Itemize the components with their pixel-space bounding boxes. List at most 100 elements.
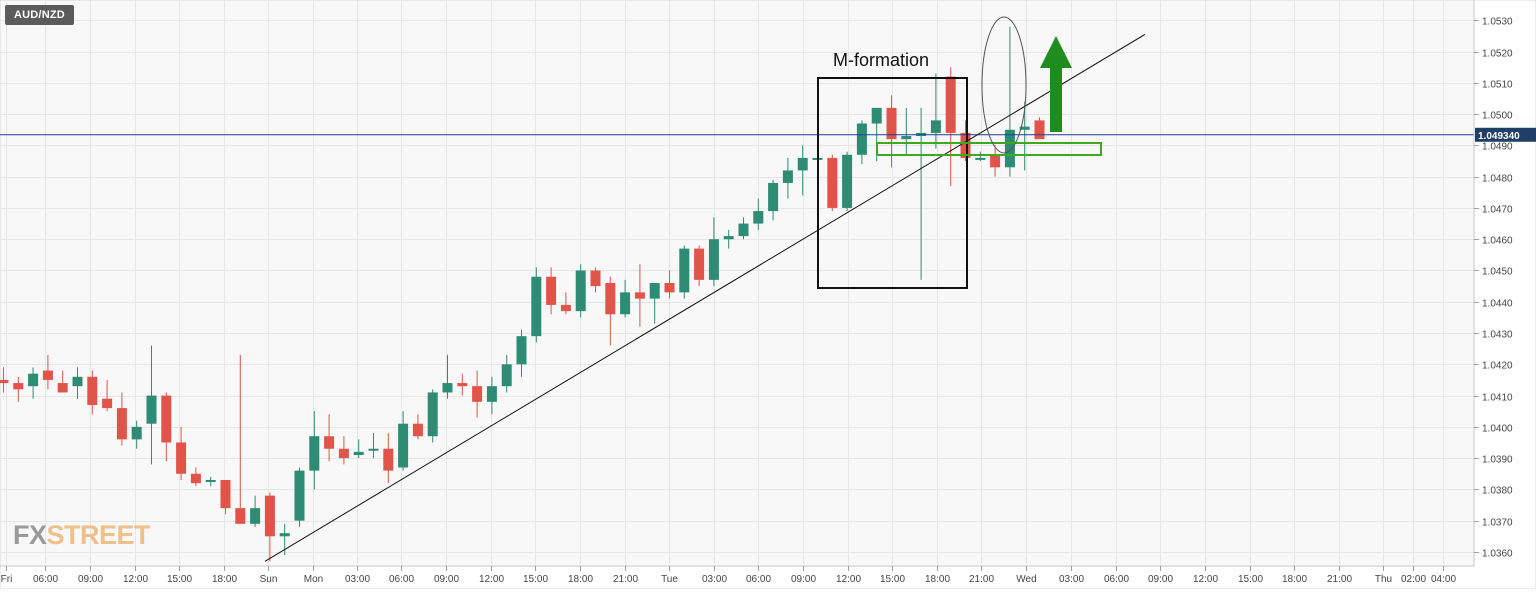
m-formation-label: M-formation xyxy=(833,50,929,70)
candle[interactable] xyxy=(753,198,764,230)
y-tick-label: 1.0470 xyxy=(1482,205,1513,216)
candle-body xyxy=(486,386,497,402)
candle-body xyxy=(250,508,261,524)
candle-body xyxy=(72,376,83,387)
candle[interactable] xyxy=(501,354,512,393)
candle[interactable] xyxy=(1004,26,1015,177)
candle[interactable] xyxy=(930,73,941,149)
candle[interactable] xyxy=(235,354,246,524)
candle[interactable] xyxy=(708,217,719,287)
candle[interactable] xyxy=(634,264,645,327)
candle-body xyxy=(398,423,409,468)
current-price-label: 1.049340 xyxy=(1478,131,1520,142)
candle-body xyxy=(738,223,749,237)
y-tick-label: 1.0380 xyxy=(1482,486,1513,497)
candle[interactable] xyxy=(590,267,601,293)
y-tick-label: 1.0510 xyxy=(1482,80,1513,91)
candle-body xyxy=(324,436,335,449)
candle-body xyxy=(131,426,142,440)
candle[interactable] xyxy=(768,179,779,221)
candle[interactable] xyxy=(442,354,453,399)
candle[interactable] xyxy=(694,245,705,287)
candle[interactable] xyxy=(309,411,320,490)
candle[interactable] xyxy=(975,151,986,162)
candle[interactable] xyxy=(620,279,631,318)
candle[interactable] xyxy=(57,370,68,393)
candle[interactable] xyxy=(575,264,586,318)
candle[interactable] xyxy=(176,426,187,481)
candle-body xyxy=(279,533,290,537)
candle[interactable] xyxy=(901,107,912,155)
candle[interactable] xyxy=(190,467,201,487)
x-tick-label: 09:00 xyxy=(791,574,816,585)
candle[interactable] xyxy=(472,370,483,418)
candle[interactable] xyxy=(1034,117,1045,140)
candle[interactable] xyxy=(294,467,305,527)
trendline[interactable] xyxy=(264,33,1146,562)
candle[interactable] xyxy=(782,157,793,199)
candle-body xyxy=(901,136,912,140)
candle[interactable] xyxy=(13,376,24,402)
candle[interactable] xyxy=(560,292,571,315)
m-formation-box[interactable] xyxy=(817,77,968,289)
candle[interactable] xyxy=(1019,101,1030,171)
candle[interactable] xyxy=(605,276,616,346)
candle[interactable] xyxy=(427,389,438,443)
candle[interactable] xyxy=(205,476,216,487)
candle[interactable] xyxy=(131,420,142,449)
x-tick-label: 09:00 xyxy=(434,574,459,585)
candle[interactable] xyxy=(161,392,172,462)
candle[interactable] xyxy=(945,67,956,187)
candle[interactable] xyxy=(679,245,690,299)
candle[interactable] xyxy=(353,439,364,459)
candle[interactable] xyxy=(146,345,157,465)
candle[interactable] xyxy=(42,354,53,390)
wick-highlight-ellipse[interactable] xyxy=(981,16,1027,154)
candle-body xyxy=(516,336,527,365)
support-zone-box[interactable] xyxy=(876,142,1102,156)
candle[interactable] xyxy=(72,367,83,399)
candle-body xyxy=(176,442,187,474)
candle[interactable] xyxy=(827,154,838,212)
candle[interactable] xyxy=(531,267,542,343)
candle-body xyxy=(146,395,157,424)
candle[interactable] xyxy=(842,151,853,212)
candle[interactable] xyxy=(250,495,261,527)
symbol-badge[interactable]: AUD/NZD xyxy=(5,5,74,25)
candle[interactable] xyxy=(457,373,468,396)
x-tick-label: 12:00 xyxy=(1193,574,1218,585)
candle[interactable] xyxy=(738,217,749,240)
candle[interactable] xyxy=(338,436,349,465)
x-tick-label: 12:00 xyxy=(123,574,148,585)
candle[interactable] xyxy=(398,411,409,471)
candle[interactable] xyxy=(664,270,675,299)
candle[interactable] xyxy=(116,392,127,446)
candle[interactable] xyxy=(383,433,394,484)
x-tick-label: 03:00 xyxy=(1059,574,1084,585)
y-tick-label: 1.0480 xyxy=(1482,174,1513,185)
candle[interactable] xyxy=(102,379,113,412)
candle[interactable] xyxy=(990,145,1001,177)
candle[interactable] xyxy=(220,480,231,515)
y-tick-label: 1.0490 xyxy=(1482,142,1513,153)
candle[interactable] xyxy=(324,414,335,462)
candle-body xyxy=(57,383,68,393)
candle[interactable] xyxy=(0,367,9,393)
candle[interactable] xyxy=(412,414,423,440)
y-tick-label: 1.0420 xyxy=(1482,361,1513,372)
candle[interactable] xyxy=(264,492,275,562)
candle[interactable] xyxy=(723,229,734,249)
candle[interactable] xyxy=(87,370,98,415)
x-tick-label: 18:00 xyxy=(1282,574,1307,585)
candle[interactable] xyxy=(797,145,808,196)
candle[interactable] xyxy=(546,267,557,315)
candle[interactable] xyxy=(649,283,660,324)
candle[interactable] xyxy=(28,367,39,399)
candle[interactable] xyxy=(486,376,497,415)
candle[interactable] xyxy=(516,329,527,377)
candle[interactable] xyxy=(368,433,379,459)
candle[interactable] xyxy=(856,120,867,165)
candle-body xyxy=(975,157,986,160)
